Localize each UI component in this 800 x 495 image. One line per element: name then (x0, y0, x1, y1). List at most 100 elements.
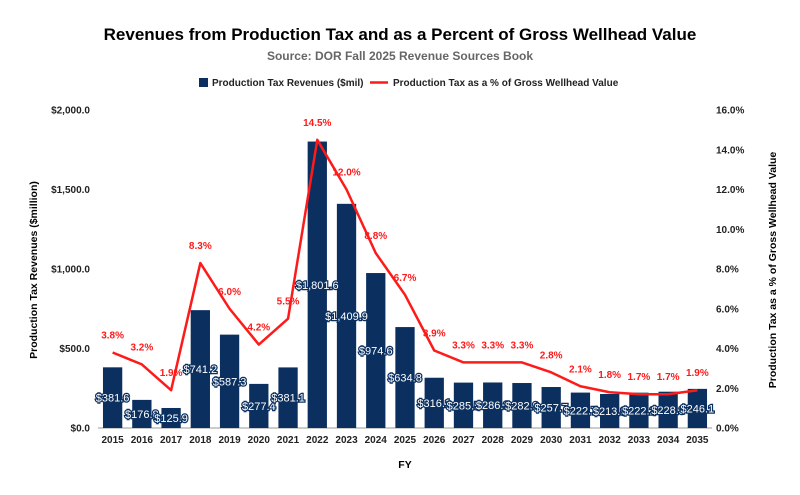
bar (278, 367, 298, 428)
bar-value-label: $222.2 (622, 405, 656, 417)
x-tick-label: 2034 (657, 435, 680, 446)
y2-tick-label: 2.0% (716, 384, 739, 395)
legend: Production Tax Revenues ($mil) Productio… (199, 78, 619, 89)
bar-value-label: $282.9 (505, 401, 539, 413)
percent-value-label: 2.8% (540, 350, 563, 361)
percent-value-label: 1.8% (598, 370, 621, 381)
bar (453, 382, 474, 428)
percent-value-label: 1.9% (160, 368, 183, 379)
chart-subtitle: Source: DOR Fall 2025 Revenue Sources Bo… (267, 49, 533, 63)
percent-value-label: 8.8% (364, 231, 387, 242)
bar-value-label: $1,409.9 (325, 311, 368, 323)
x-tick-label: 2025 (394, 435, 417, 446)
bar (132, 399, 152, 428)
bar-value-label: $381.6 (96, 393, 130, 405)
x-tick-label: 2033 (628, 435, 651, 446)
percent-value-label: 3.3% (452, 340, 475, 351)
bar-value-label: $587.3 (213, 376, 247, 388)
bar-value-label: $257.7 (534, 403, 568, 415)
y2-tick-label: 12.0% (716, 185, 744, 196)
bar (600, 394, 620, 428)
x-tick-label: 2027 (452, 435, 475, 446)
percent-value-label: 8.3% (189, 241, 212, 252)
y-tick-label: $500.0 (59, 344, 90, 355)
bar-value-label: $213.8 (593, 406, 627, 418)
percent-value-label: 3.8% (101, 330, 124, 341)
percent-value-label: 6.7% (394, 273, 417, 284)
x-tick-label: 2028 (482, 435, 505, 446)
y2-tick-label: 6.0% (716, 304, 739, 315)
x-tick-label: 2029 (511, 435, 534, 446)
percent-value-label: 5.5% (277, 297, 300, 308)
legend-line-label: Production Tax as a % of Gross Wellhead … (393, 78, 619, 89)
x-tick-label: 2016 (131, 435, 154, 446)
bar (483, 382, 503, 428)
x-tick-label: 2022 (306, 435, 329, 446)
y-tick-label: $0.0 (71, 424, 91, 435)
bar-value-label: $222.7 (564, 405, 598, 417)
y2-tick-label: 0.0% (716, 424, 739, 435)
bar-value-label: $285.5 (447, 400, 481, 412)
bar (190, 310, 210, 428)
x-tick-label: 2031 (569, 435, 592, 446)
bar-value-label: $974.6 (359, 346, 393, 358)
x-tick-label: 2026 (423, 435, 446, 446)
bar-value-label: $741.2 (184, 364, 218, 376)
y2-tick-label: 4.0% (716, 344, 739, 355)
percent-value-label: 2.1% (569, 364, 592, 375)
percent-line (112, 138, 698, 396)
bar-value-label: $176.8 (125, 409, 159, 421)
x-tick-label: 2015 (101, 435, 124, 446)
x-tick-label: 2032 (599, 435, 622, 446)
bar-value-label: $246.1 (681, 403, 715, 415)
percent-value-label: 12.0% (332, 168, 360, 179)
x-tick-label: 2023 (335, 435, 358, 446)
bar (541, 387, 561, 428)
bar-value-label: $228.3 (651, 405, 685, 417)
percent-value-label: 1.7% (628, 372, 651, 383)
bar-value-label: $381.1 (271, 393, 305, 405)
bar-value-label: $316.1 (417, 398, 451, 410)
y2-tick-label: 14.0% (716, 145, 744, 156)
bar (161, 407, 181, 428)
percent-value-label: 6.0% (218, 287, 241, 298)
chart-title: Revenues from Production Tax and as a Pe… (104, 25, 697, 44)
x-tick-label: 2018 (189, 435, 212, 446)
x-tick-label: 2024 (365, 435, 388, 446)
y2-tick-label: 8.0% (716, 265, 739, 276)
bar-value-label: $286.3 (476, 400, 510, 412)
bar (629, 392, 649, 428)
bar (512, 383, 532, 428)
x-tick-label: 2035 (686, 435, 709, 446)
bar (336, 203, 357, 428)
bar-value-label: $1,801.6 (296, 280, 339, 292)
percent-value-label: 4.2% (247, 323, 270, 334)
x-tick-label: 2017 (160, 435, 183, 446)
bar (570, 392, 591, 428)
percent-value-label: 3.2% (130, 342, 153, 353)
y2-tick-label: 10.0% (716, 225, 744, 236)
percent-value-label: 1.9% (686, 368, 709, 379)
bar (102, 367, 123, 428)
bar (687, 388, 708, 428)
bar (424, 377, 444, 428)
bar-value-label: $634.8 (388, 373, 422, 385)
percent-value-label: 3.3% (481, 340, 504, 351)
legend-bar-label: Production Tax Revenues ($mil) (212, 78, 364, 89)
y-tick-label: $1,000.0 (51, 265, 90, 276)
y-axis-label: Production Tax Revenues ($million) (28, 181, 40, 359)
y-tick-label: $1,500.0 (51, 185, 90, 196)
y-tick-label: $2,000.0 (51, 106, 90, 117)
x-tick-label: 2019 (218, 435, 241, 446)
y2-tick-label: 16.0% (716, 106, 744, 117)
x-tick-label: 2021 (277, 435, 300, 446)
bar (658, 391, 678, 428)
percent-value-label: 1.7% (657, 372, 680, 383)
x-axis-label: FY (398, 459, 411, 471)
x-tick-label: 2030 (540, 435, 563, 446)
bar (219, 334, 240, 428)
legend-bar-swatch (199, 78, 208, 87)
y2-axis-label: Production Tax as a % of Gross Wellhead … (767, 152, 779, 389)
percent-value-label: 3.3% (511, 340, 534, 351)
